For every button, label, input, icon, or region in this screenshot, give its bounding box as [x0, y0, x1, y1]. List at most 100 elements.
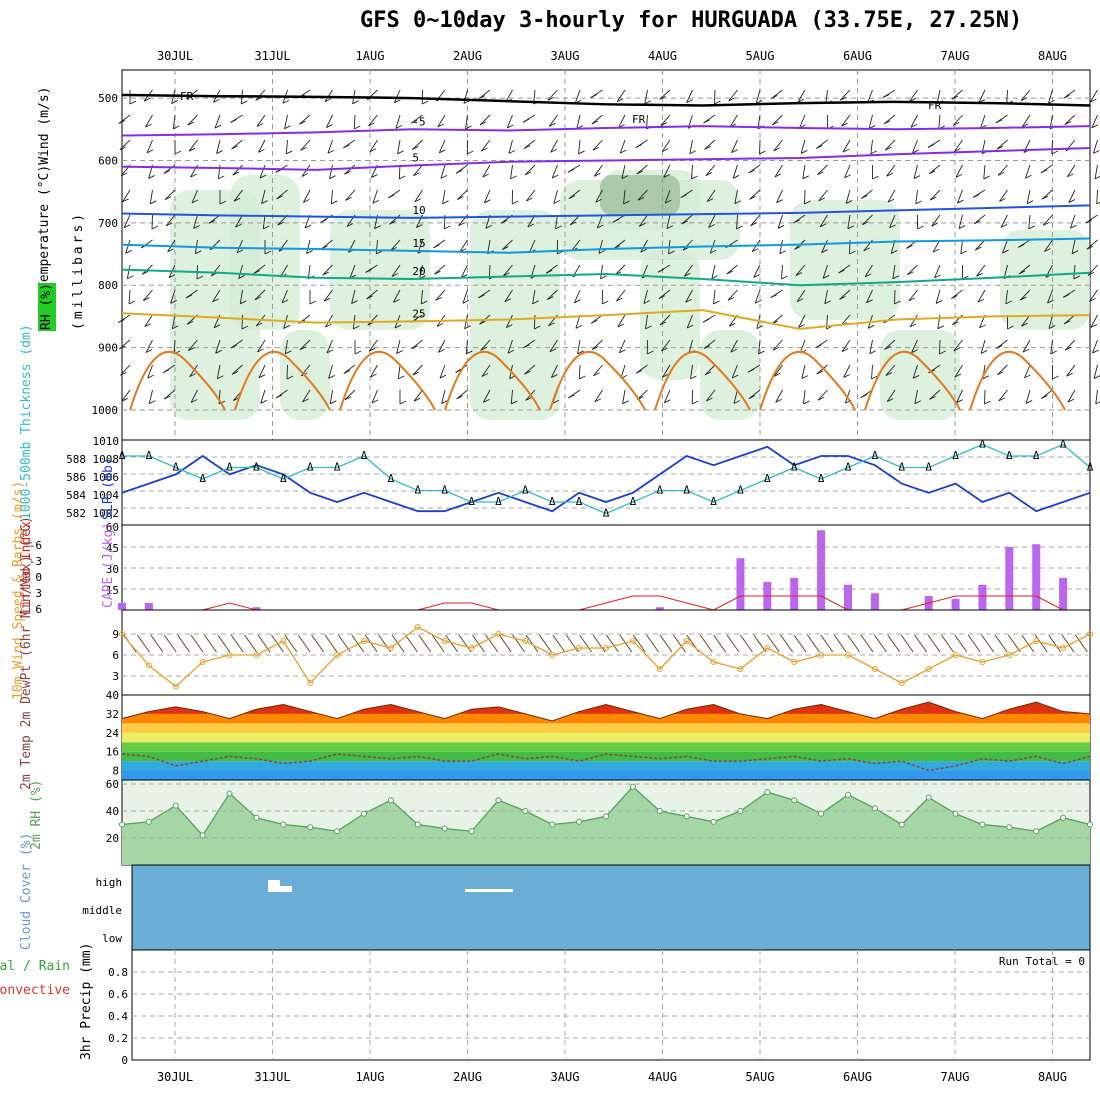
upper-barb-flag: [1092, 349, 1099, 354]
upper-barb: [393, 289, 401, 303]
upper-barb: [839, 289, 851, 300]
upper-barb: [637, 189, 648, 201]
thickness-point: Δ: [226, 461, 233, 474]
upper-barb-flag: [731, 149, 738, 154]
upper-barb-flag: [302, 398, 309, 403]
upper-barb-flag: [1040, 169, 1048, 174]
rh-point: [683, 813, 690, 820]
thk-tick-2: 586: [66, 471, 86, 484]
upper-barb-flag: [862, 221, 869, 226]
wind-barb: [418, 634, 432, 653]
wind-point: [199, 659, 206, 665]
wind-barb: [713, 634, 727, 653]
contour-25: [121, 309, 1091, 330]
contour-label-10: 10: [412, 204, 425, 217]
upper-barb-flag: [410, 119, 418, 124]
upper-barb: [885, 364, 896, 376]
upper-barb: [886, 389, 896, 402]
wind-barb: [217, 634, 231, 653]
upper-barb-flag: [690, 375, 697, 380]
upper-barb: [215, 339, 221, 354]
upper-barb-flag: [398, 375, 405, 380]
upper-barb: [1066, 364, 1076, 377]
date-top-4: 3AUG: [551, 49, 580, 63]
upper-barb-flag: [253, 270, 261, 274]
upper-barb-flag: [1025, 174, 1032, 179]
upper-barb: [594, 389, 603, 402]
cape-tick-1: 30: [106, 563, 119, 576]
upper-barb: [1047, 289, 1053, 304]
wind-point: [172, 683, 179, 690]
cloud-patch-1: [268, 880, 280, 892]
rh-point: [845, 791, 851, 798]
upper-barb-flag: [912, 374, 920, 379]
rh-point: [549, 821, 556, 828]
upper-barb-flag: [259, 174, 267, 179]
wind-point: [226, 652, 233, 658]
upper-barb: [623, 189, 626, 204]
upper-barb-flag: [1089, 298, 1096, 302]
upper-barb-flag: [213, 324, 221, 329]
rh-point: [119, 821, 125, 828]
upper-barb-flag: [555, 225, 562, 230]
upper-barb: [592, 139, 603, 151]
upper-barb-flag: [1041, 395, 1048, 399]
upper-barb: [257, 339, 266, 353]
upper-barb-flag: [1070, 224, 1077, 229]
upper-barb: [366, 289, 378, 300]
upper-barb: [686, 89, 693, 103]
upper-barb-flag: [845, 200, 853, 204]
thk-tick-1: 584: [66, 489, 86, 502]
upper-barb-flag: [219, 200, 227, 205]
upper-barb-flag: [284, 125, 291, 130]
temperature-panel: 8 16 24 32 40: [106, 689, 1091, 781]
upper-barb: [1025, 389, 1031, 404]
upper-barb-flag: [188, 147, 196, 152]
upper-barb-flag: [325, 323, 332, 328]
upper-barb-flag: [187, 121, 194, 126]
upper-air-panel: 500 600 700 800 900 1000 FR FR FR -5 5 10 15 20 25: [92, 69, 1100, 441]
upper-tick-0: 500: [98, 92, 118, 105]
upper-barb-flag: [524, 370, 531, 375]
wind-barb: [739, 634, 753, 653]
upper-barb: [974, 239, 986, 251]
upper-barb-flag: [773, 147, 780, 152]
upper-barb-flag: [233, 197, 241, 202]
upper-barb-flag: [464, 325, 471, 330]
upper-barb-flag: [600, 275, 607, 280]
upper-barb: [125, 239, 131, 254]
thickness-point: Δ: [818, 472, 825, 485]
upper-barb-flag: [866, 299, 873, 304]
upper-barb-flag: [839, 295, 846, 300]
thickness-point: Δ: [388, 472, 395, 485]
upper-barb: [262, 214, 266, 229]
upper-barb: [935, 289, 941, 304]
upper-barb-flag: [776, 199, 783, 204]
wind-speed-line: [121, 626, 1091, 688]
upper-barb: [555, 214, 558, 229]
upper-barb-flag: [870, 150, 877, 155]
upper-barb-flag: [595, 198, 602, 203]
rh-shade-3: [470, 210, 560, 420]
upper-barb-flag: [748, 169, 755, 174]
upper-barb: [329, 389, 333, 404]
wind-barb: [632, 634, 646, 653]
chart-title: GFS 0~10day 3-hourly for HURGUADA (33.75…: [360, 8, 1023, 33]
rh-point: [898, 821, 905, 828]
upper-barb-flag: [478, 95, 486, 100]
upper-barb-flag: [507, 124, 514, 129]
upper-barb-flag: [982, 375, 990, 380]
upper-barb-flag: [593, 372, 600, 377]
upper-barb-flag: [932, 248, 940, 253]
upper-barb-flag: [680, 194, 687, 199]
upper-barb-flag: [691, 175, 698, 180]
wind-point: [361, 638, 367, 644]
upper-barb-flag: [1044, 248, 1051, 252]
wind-barb: [1021, 634, 1035, 653]
upper-barb-flag: [1093, 375, 1100, 379]
upper-barb: [915, 189, 918, 204]
precip-tick-3: 0.6: [108, 988, 128, 1001]
rh-legend-swatch: [38, 283, 56, 331]
upper-barb-flag: [195, 250, 202, 255]
upper-barb: [1048, 314, 1053, 329]
